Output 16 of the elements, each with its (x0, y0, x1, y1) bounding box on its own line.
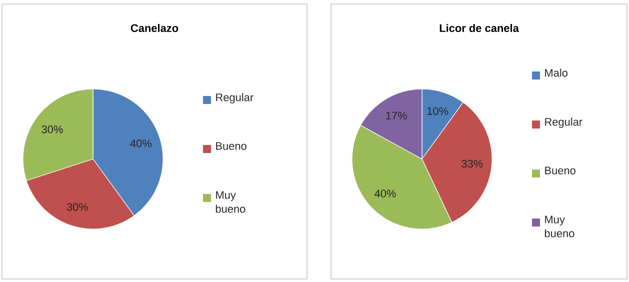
data-label: 30% (66, 203, 88, 211)
legend-label: Muy bueno (216, 191, 246, 213)
legend-label: Regular (216, 93, 254, 104)
chart-title: Licor de canela (440, 24, 519, 32)
legend-label: Bueno (216, 142, 246, 150)
data-label: 10% (427, 107, 448, 115)
data-label: 40% (374, 190, 396, 198)
data-label: 33% (462, 160, 483, 168)
legend-label: Malo (545, 68, 568, 77)
legend-label: Muy bueno (544, 216, 574, 238)
data-label: 30% (42, 126, 63, 134)
data-label: 40% (130, 140, 152, 148)
data-label: 17% (386, 112, 407, 120)
legend-label: Regular (545, 118, 582, 128)
chart-title: Canelazo (130, 24, 178, 32)
legend-label: Bueno (545, 166, 576, 174)
